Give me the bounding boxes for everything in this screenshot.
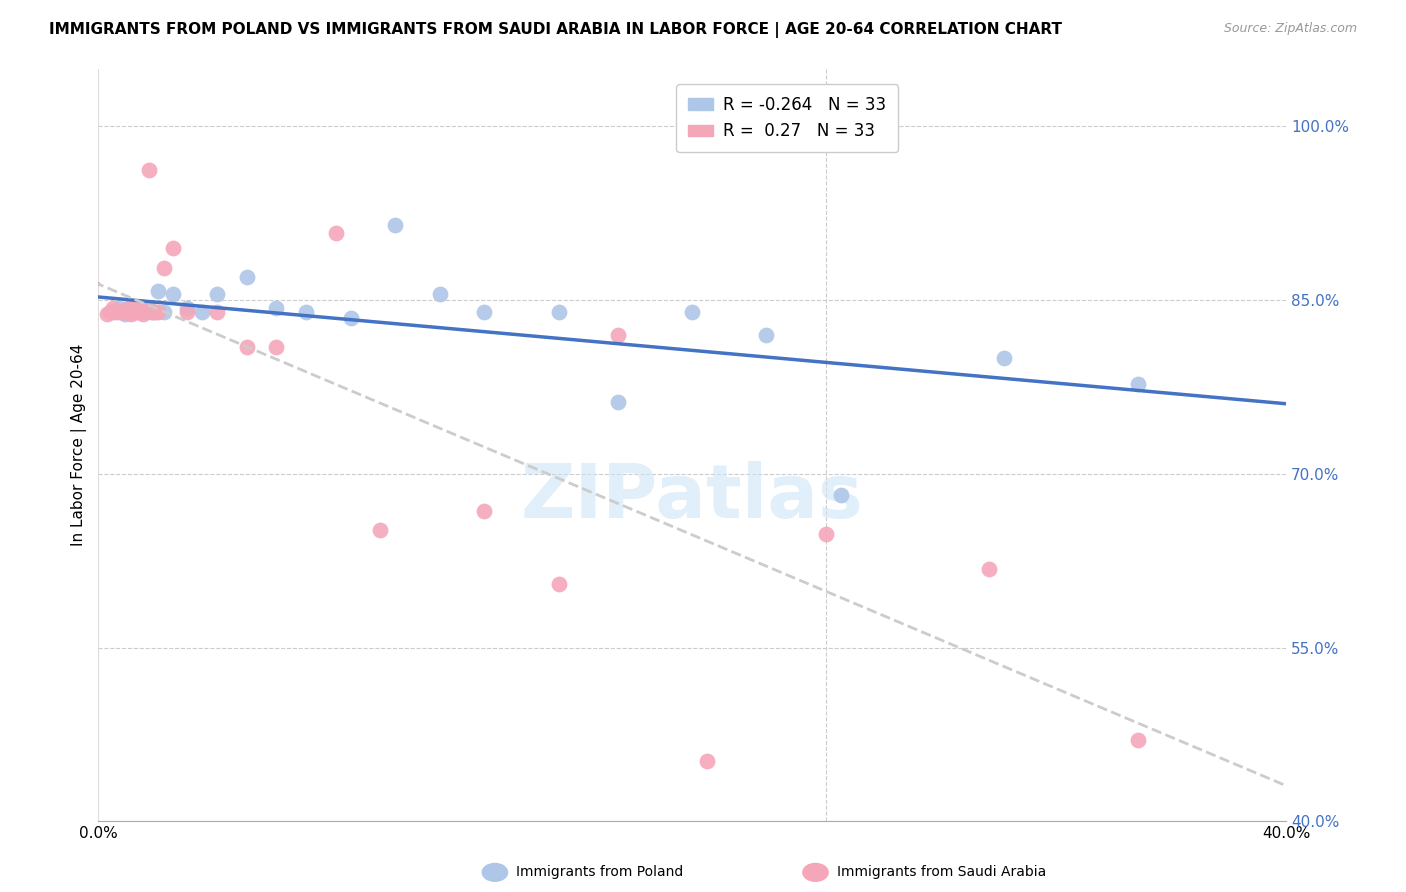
Point	[162, 287, 184, 301]
Point	[108, 305, 131, 319]
Point	[117, 301, 139, 316]
Text: IMMIGRANTS FROM POLAND VS IMMIGRANTS FROM SAUDI ARABIA IN LABOR FORCE | AGE 20-6: IMMIGRANTS FROM POLAND VS IMMIGRANTS FRO…	[49, 22, 1062, 38]
Point	[266, 301, 288, 316]
Point	[125, 301, 148, 316]
Point	[141, 305, 163, 319]
Point	[135, 301, 157, 316]
Point	[146, 284, 169, 298]
Point	[162, 241, 184, 255]
Point	[606, 327, 628, 342]
Point	[696, 754, 718, 768]
Point	[111, 305, 134, 319]
Point	[472, 504, 495, 518]
Point	[205, 287, 228, 301]
Point	[152, 305, 174, 319]
Point	[105, 305, 128, 319]
Point	[993, 351, 1015, 365]
Point	[814, 527, 837, 541]
Text: Immigrants from Saudi Arabia: Immigrants from Saudi Arabia	[837, 865, 1046, 880]
Point	[132, 307, 155, 321]
Point	[111, 305, 134, 319]
Point	[1126, 733, 1149, 747]
Point	[132, 301, 155, 316]
Point	[236, 270, 259, 285]
Point	[146, 305, 169, 319]
Point	[176, 305, 198, 319]
Point	[606, 395, 628, 409]
Point	[830, 488, 852, 502]
Point	[755, 327, 778, 342]
Point	[114, 305, 136, 319]
Text: ZIPatlas: ZIPatlas	[520, 461, 863, 534]
Point	[125, 305, 148, 319]
Point	[120, 305, 142, 319]
Point	[152, 260, 174, 275]
Y-axis label: In Labor Force | Age 20-64: In Labor Force | Age 20-64	[72, 343, 87, 546]
Point	[103, 305, 125, 319]
Point	[138, 163, 160, 178]
Point	[472, 305, 495, 319]
Point	[176, 301, 198, 316]
Point	[98, 305, 121, 319]
Point	[339, 310, 361, 325]
Point	[117, 302, 139, 317]
Point	[135, 305, 157, 319]
Point	[236, 339, 259, 353]
Point	[103, 301, 125, 316]
Point	[547, 305, 569, 319]
Point	[370, 523, 392, 537]
Point	[266, 339, 288, 353]
Point	[108, 301, 131, 316]
Point	[205, 305, 228, 319]
Legend: R = -0.264   N = 33, R =  0.27   N = 33: R = -0.264 N = 33, R = 0.27 N = 33	[676, 85, 898, 152]
Point	[325, 226, 347, 240]
Point	[96, 307, 118, 321]
Point	[122, 305, 145, 319]
Text: Source: ZipAtlas.com: Source: ZipAtlas.com	[1223, 22, 1357, 36]
Point	[1126, 376, 1149, 391]
Point	[122, 301, 145, 316]
Point	[143, 305, 166, 319]
Point	[120, 307, 142, 321]
Point	[141, 305, 163, 319]
Text: Immigrants from Poland: Immigrants from Poland	[516, 865, 683, 880]
Point	[129, 305, 152, 319]
Point	[429, 287, 451, 301]
Point	[384, 218, 406, 232]
Point	[547, 577, 569, 591]
Point	[114, 307, 136, 321]
Point	[977, 562, 1000, 576]
Point	[681, 305, 703, 319]
Point	[129, 305, 152, 319]
Point	[138, 301, 160, 316]
Point	[191, 305, 214, 319]
Point	[295, 305, 318, 319]
